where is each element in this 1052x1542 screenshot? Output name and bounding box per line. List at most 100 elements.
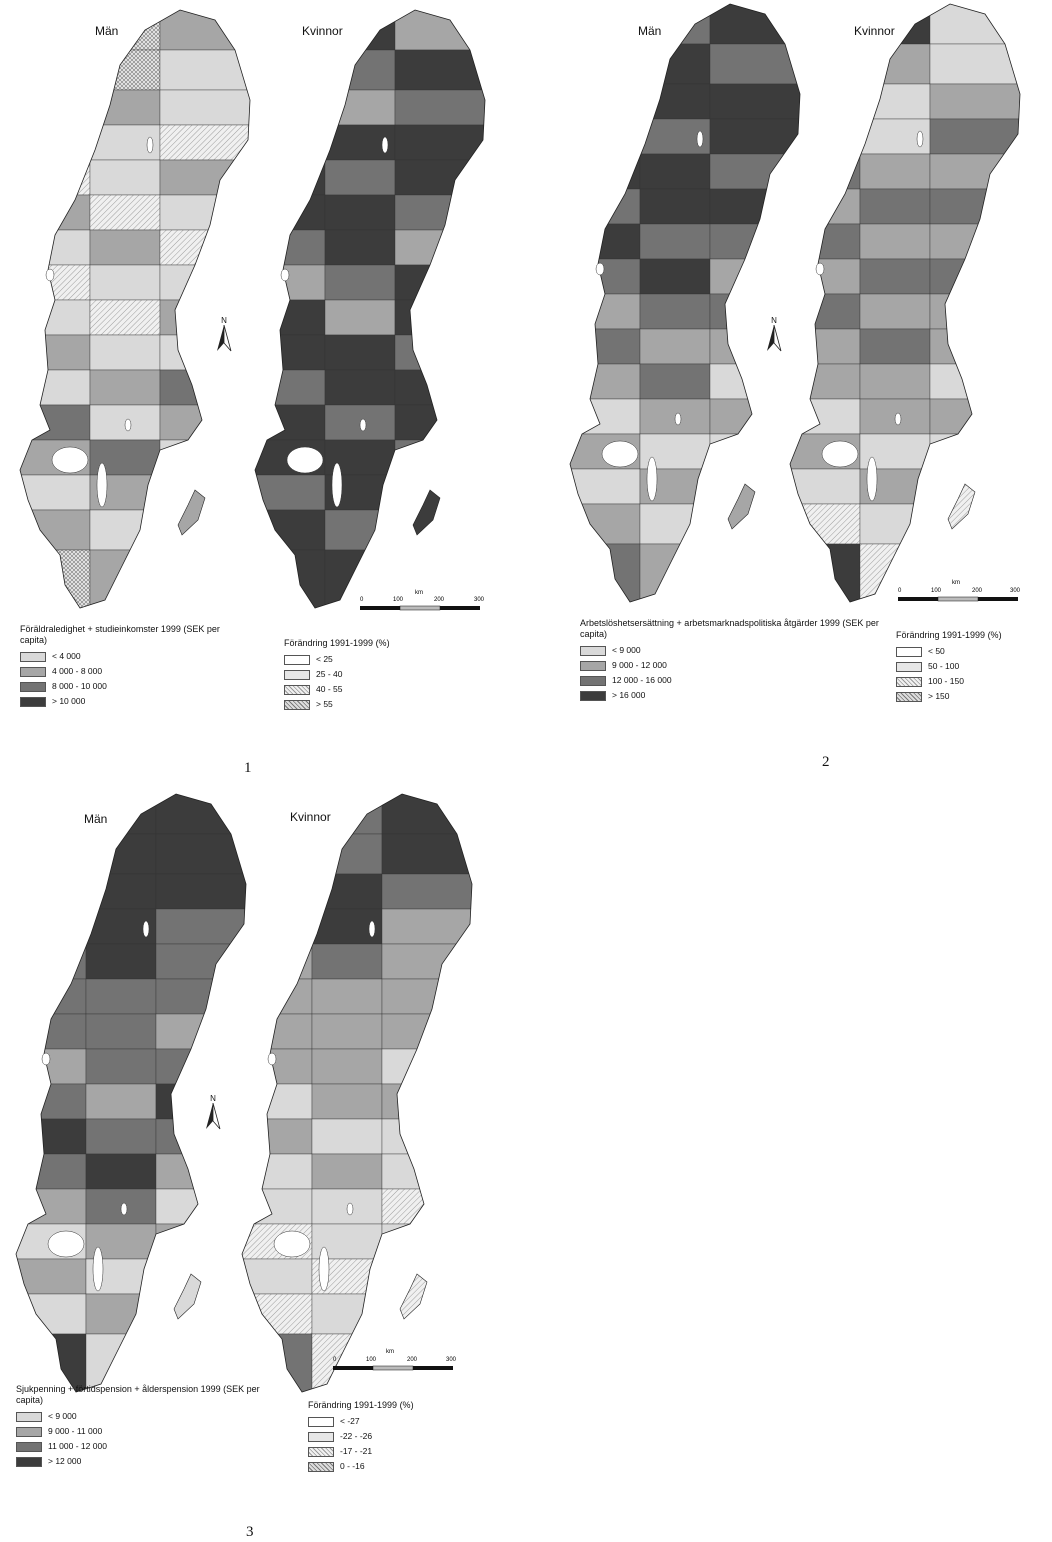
figure-panel-3: Män Kvinnor N 0 100 200 300 km Sjukpenni… xyxy=(0,790,520,1542)
legend-level: Arbetslöshetsersättning + arbetsmarknads… xyxy=(580,618,880,703)
sweden-map-women xyxy=(789,3,1021,603)
legend-item: > 10 000 xyxy=(20,694,240,709)
region xyxy=(709,118,800,155)
lake xyxy=(368,920,376,938)
legend-title: Förändring 1991-1999 (%) xyxy=(308,1400,414,1410)
region xyxy=(89,264,161,301)
north-arrow-icon: N xyxy=(764,316,784,355)
scale-tick: 0 xyxy=(898,588,902,594)
gotland-island xyxy=(399,1273,428,1320)
lake xyxy=(674,412,682,426)
lake xyxy=(47,1230,85,1258)
region xyxy=(709,83,800,120)
figure-number: 1 xyxy=(244,760,252,776)
country-outline xyxy=(241,793,473,1393)
region xyxy=(929,83,1020,120)
region xyxy=(394,124,485,161)
figure-panel-2: Män Kvinnor N 0 100 200 300 km Arbetslös… xyxy=(540,0,1052,790)
scale-tick: 200 xyxy=(407,1357,418,1363)
legend-title: Förändring 1991-1999 (%) xyxy=(896,630,1002,640)
scale-tick: 300 xyxy=(1010,588,1021,594)
lake xyxy=(267,1052,277,1066)
legend-item: < 4 000 xyxy=(20,649,240,664)
country-outline xyxy=(19,9,251,609)
gotland-island xyxy=(173,1273,202,1320)
map-label-women: Kvinnor xyxy=(290,810,331,824)
lake xyxy=(146,136,154,154)
region xyxy=(859,188,931,225)
region xyxy=(859,223,931,260)
lake xyxy=(318,1246,330,1292)
region xyxy=(394,49,485,91)
scale-tick: 100 xyxy=(366,1357,377,1363)
legend-item: -17 - -21 xyxy=(308,1444,508,1459)
region xyxy=(324,369,396,406)
region xyxy=(324,229,396,266)
lake xyxy=(41,1052,51,1066)
map-label-men: Män xyxy=(638,24,662,38)
lake xyxy=(142,920,150,938)
lake xyxy=(595,262,605,276)
region xyxy=(89,334,161,371)
region xyxy=(324,334,396,371)
region xyxy=(394,89,485,126)
scale-tick: 100 xyxy=(931,588,942,594)
scale-tick: 200 xyxy=(434,597,445,603)
region xyxy=(159,49,250,91)
region xyxy=(639,223,711,260)
country-outline xyxy=(569,3,801,603)
sweden-map-women xyxy=(241,793,473,1393)
scale-tick: 100 xyxy=(393,597,404,603)
lake xyxy=(331,462,343,508)
map-label-women: Kvinnor xyxy=(854,24,895,38)
lake xyxy=(866,456,878,502)
region xyxy=(89,159,161,196)
map-label-women: Kvinnor xyxy=(302,24,343,38)
country-outline xyxy=(789,3,1021,603)
legend-item: 0 - -16 xyxy=(308,1459,508,1474)
legend-item: < -27 xyxy=(308,1414,508,1429)
region xyxy=(89,299,161,336)
region xyxy=(20,474,91,511)
gotland-island xyxy=(412,489,441,536)
scale-tick: 0 xyxy=(360,597,364,603)
lake xyxy=(696,130,704,148)
legend-level: Sjukpenning + förtidspension + ålderspen… xyxy=(16,1384,286,1469)
region xyxy=(859,153,931,190)
scale-tick: 0 xyxy=(333,1357,337,1363)
lake xyxy=(286,446,324,474)
region xyxy=(929,43,1020,85)
region xyxy=(324,264,396,301)
region xyxy=(639,153,711,190)
region xyxy=(381,873,472,910)
legend-item: > 12 000 xyxy=(16,1454,286,1469)
scale-tick: 300 xyxy=(446,1357,457,1363)
legend-item: < 9 000 xyxy=(16,1409,286,1424)
legend-level: Föräldraledighet + studieinkomster 1999 … xyxy=(20,624,240,709)
legend-item: > 55 xyxy=(284,697,484,712)
region xyxy=(159,89,250,126)
sweden-map-men xyxy=(19,9,251,609)
lake xyxy=(359,418,367,432)
legend-item: 8 000 - 10 000 xyxy=(20,679,240,694)
region xyxy=(155,908,246,945)
country-outline xyxy=(254,9,486,609)
lake xyxy=(280,268,290,282)
region xyxy=(324,159,396,196)
legend-item: 4 000 - 8 000 xyxy=(20,664,240,679)
gotland-island xyxy=(947,483,976,530)
gotland-island xyxy=(727,483,756,530)
region xyxy=(324,194,396,231)
legend-item: 25 - 40 xyxy=(284,667,484,682)
legend-item: 11 000 - 12 000 xyxy=(16,1439,286,1454)
region xyxy=(639,258,711,295)
lake xyxy=(92,1246,104,1292)
legend-item: 9 000 - 11 000 xyxy=(16,1424,286,1439)
lake xyxy=(821,440,859,468)
lake xyxy=(894,412,902,426)
lake xyxy=(51,446,89,474)
region xyxy=(790,468,861,505)
legend-item: 9 000 - 12 000 xyxy=(580,658,880,673)
legend-item: 50 - 100 xyxy=(896,659,1052,674)
region xyxy=(709,43,800,85)
